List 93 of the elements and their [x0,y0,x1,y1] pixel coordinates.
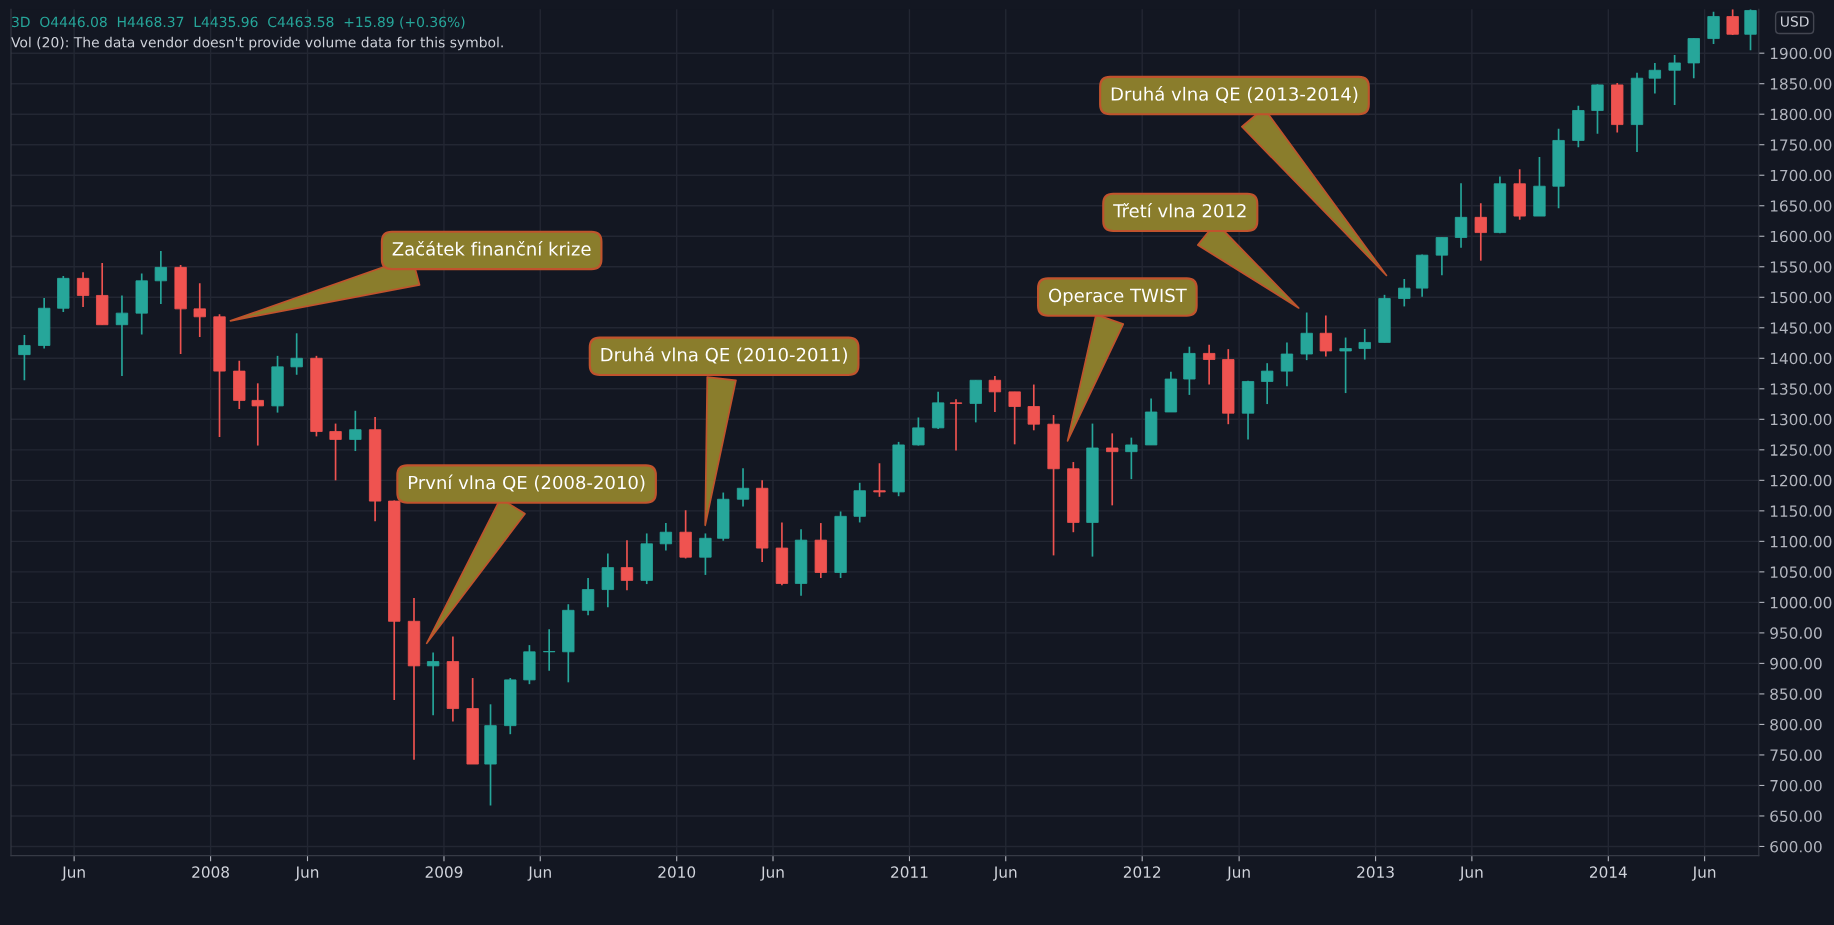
x-tick-label: Jun [760,866,784,881]
candlestick [1726,9,1739,36]
annotation: Třetí vlna 2012 [1113,202,1246,218]
y-tick-label: 900.00 [1770,657,1822,670]
x-tick-label: 2013 [1357,866,1394,878]
annotation: Vol (20): The data vendor doesn't provide volume data for this symbol. [11,36,503,51]
x-tick-label: 2008 [192,866,229,878]
x-tick-label: 2014 [1590,866,1627,878]
y-tick-label: 1250.00 [1770,444,1832,456]
annotation: 3D O4446.08 H4468.37 L4435.96 C4463.58 +15.89 (+0.36%) [12,16,465,29]
candlestick [912,416,925,447]
y-tick-label: 950.00 [1770,627,1822,639]
y-tick-label: 1850.00 [1770,78,1832,90]
y-tick-label: 1200.00 [1770,474,1832,487]
y-tick-label: 1600.00 [1770,230,1832,243]
candlestick [1707,10,1720,45]
x-tick-label: Jun [294,866,319,881]
x-tick-label: 2011 [891,866,928,878]
y-tick-label: 1500.00 [1770,291,1832,304]
candlestick [1454,182,1468,249]
y-tick-label: 1900.00 [1770,47,1832,60]
annotation: První vlna QE (2008-2010) [409,474,645,492]
candlestick [1300,311,1313,361]
y-tick-label: 1150.00 [1770,505,1832,517]
candlestick [949,398,963,452]
candlestick [988,375,1002,413]
x-tick-label: Jun [527,866,551,881]
candlestick [1261,362,1274,405]
candlestick [1027,383,1040,432]
y-tick-label: 650.00 [1770,810,1822,822]
y-tick-label: 1100.00 [1770,535,1832,548]
x-tick-label: Jun [61,866,85,881]
y-tick-label: 1700.00 [1770,169,1832,182]
y-tick-label: 1750.00 [1770,139,1832,151]
candlestick [193,282,206,338]
candlestick [1125,436,1138,480]
y-tick-label: 750.00 [1770,749,1822,761]
candlestick [1106,432,1119,507]
candlestick [1474,202,1487,262]
y-tick-label: 850.00 [1770,688,1822,700]
candlestick [1280,341,1294,388]
candlestick [1202,344,1216,386]
annotation: Druhá vlna QE (2010-2011) [601,346,847,364]
candlestick [349,409,362,452]
candlestick [426,651,440,717]
candlestick [736,467,750,508]
x-tick-label: Jun [993,866,1017,881]
candlestick [1648,62,1662,95]
candlestick [115,294,129,377]
x-tick-label: 2009 [425,866,463,878]
x-tick-label: 2010 [658,866,696,878]
y-tick-label: 1550.00 [1770,261,1832,273]
x-tick-label: Jun [1459,866,1483,881]
y-tick-label: 1800.00 [1770,108,1832,121]
y-tick-label: 700.00 [1770,779,1822,792]
annotation: Druhá vlna QE (2013-2014) [1111,86,1358,103]
y-tick-label: 1450.00 [1770,322,1832,334]
candlestick [581,577,595,617]
y-tick-label: 1000.00 [1770,596,1832,609]
candlestick [18,334,31,382]
annotation: Operace TWIST [1049,288,1187,306]
candlestick [543,628,556,672]
candlestick [154,250,168,305]
x-tick-label: Jun [1691,866,1716,881]
x-tick-label: Jun [1226,866,1250,881]
candlestick [76,271,90,308]
candlestick [1339,336,1352,394]
y-tick-label: 800.00 [1770,718,1822,731]
y-tick-label: 1050.00 [1770,566,1832,578]
candlestick [1358,328,1371,361]
candlestick [1435,236,1449,277]
candlestick [329,422,342,482]
candlestick [969,379,982,424]
x-tick-label: 2012 [1123,866,1161,878]
candlestick [601,552,614,609]
candlestick [659,522,673,552]
y-tick-label: 1350.00 [1770,383,1832,395]
candlestick [1398,278,1411,308]
candlestick [1008,391,1021,446]
candlestick [1668,54,1681,106]
candlestick [873,462,886,498]
y-tick-label: 1650.00 [1770,200,1832,212]
candlestick [1744,9,1757,51]
candlestick [699,532,712,576]
y-tick-label: 1300.00 [1770,413,1832,426]
y-tick-label: 1400.00 [1770,352,1832,365]
candlestick [251,382,264,447]
annotation: Začátek finanční krize [392,241,591,256]
text: USD [1780,16,1809,27]
candlestick [620,539,634,592]
candlestick [1319,314,1332,358]
y-tick-label: 600.00 [1770,840,1822,853]
candlestick [290,332,303,376]
